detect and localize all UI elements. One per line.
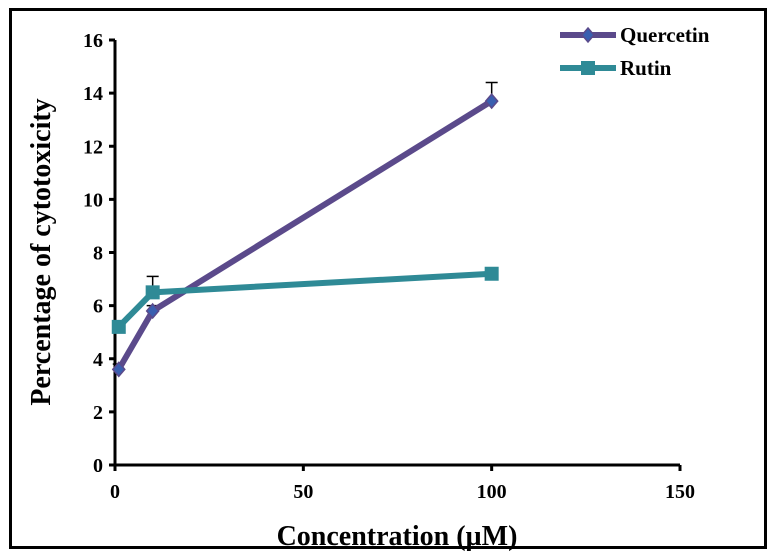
data-point-quercetin: [145, 302, 160, 320]
data-point-rutin: [145, 285, 160, 300]
series-markers: [111, 92, 499, 378]
x-tick-label: 0: [110, 481, 120, 503]
y-tick-label: 4: [93, 349, 103, 371]
legend: Quercetin Rutin: [560, 23, 710, 80]
series-lines: [116, 98, 494, 371]
data-point-quercetin: [111, 361, 126, 378]
error-bars: [112, 81, 498, 370]
legend-marker: [581, 61, 595, 75]
axes: 0 2 4 6 8 10 12 14 16 0 50 100 150: [83, 30, 695, 503]
y-tick-label: 12: [83, 136, 103, 158]
chart-frame: [9, 8, 767, 549]
y-tick-label: 10: [83, 189, 103, 211]
legend-marker: [581, 26, 595, 44]
x-axis-title: Concentration (µM): [277, 521, 518, 552]
y-tick-label: 6: [93, 296, 103, 318]
data-point-rutin: [111, 319, 126, 334]
y-tick-label: 2: [93, 402, 103, 424]
y-axis-title: Percentage of cytotoxicity: [26, 98, 57, 405]
y-tick-label: 14: [83, 83, 103, 105]
x-tick-label: 150: [665, 481, 695, 503]
legend-label-rutin: Rutin: [620, 56, 672, 80]
data-point-rutin: [484, 266, 499, 281]
legend-label-quercetin: Quercetin: [620, 23, 710, 47]
y-tick-label: 0: [93, 455, 103, 477]
series-line-quercetin: [116, 98, 494, 371]
x-tick-label: 50: [293, 481, 313, 503]
y-tick-label: 16: [83, 30, 103, 52]
data-point-quercetin: [484, 92, 499, 110]
y-tick-label: 8: [93, 243, 103, 265]
x-tick-label: 100: [477, 481, 507, 503]
